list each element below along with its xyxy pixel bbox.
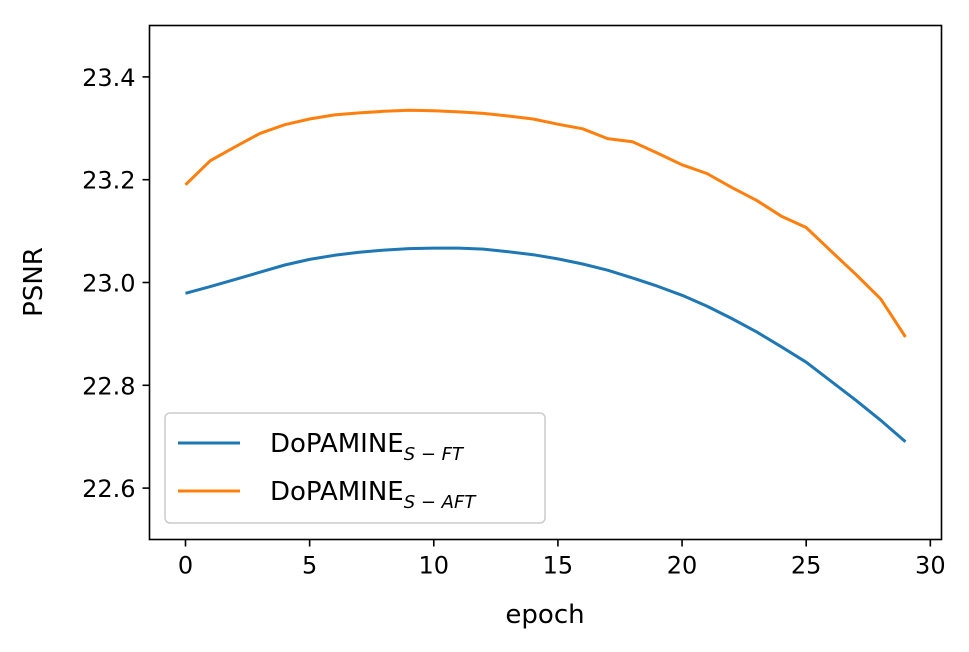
x-tick-label: 15: [543, 552, 574, 580]
y-tick-label: 23.2: [82, 167, 135, 195]
x-tick-label: 20: [667, 552, 698, 580]
x-tick-label: 0: [178, 552, 193, 580]
series-line-0: [185, 246, 907, 443]
y-tick-label: 23.0: [82, 270, 135, 298]
legend-label-s-ft: DoPAMINES − FT: [270, 429, 465, 465]
y-tick-label: 22.8: [82, 372, 135, 400]
legend: DoPAMINES − FT DoPAMINES − AFT: [164, 412, 546, 524]
x-axis-label: epoch: [505, 600, 584, 630]
x-tick-label: 5: [302, 552, 317, 580]
x-tick-label: 30: [915, 552, 946, 580]
legend-box: [164, 412, 546, 524]
legend-label-s-aft: DoPAMINES − AFT: [270, 477, 477, 513]
series-line-1: [184, 108, 907, 338]
y-tick-label: 22.6: [82, 475, 135, 503]
x-tick-label: 10: [419, 552, 450, 580]
legend-subscript-s-ft: S − FT: [404, 444, 465, 465]
legend-subscript-s-aft: S − AFT: [404, 492, 478, 513]
y-axis-label: PSNR: [19, 247, 49, 317]
x-tick-label: 25: [791, 552, 822, 580]
y-tick-label: 23.4: [82, 64, 135, 92]
